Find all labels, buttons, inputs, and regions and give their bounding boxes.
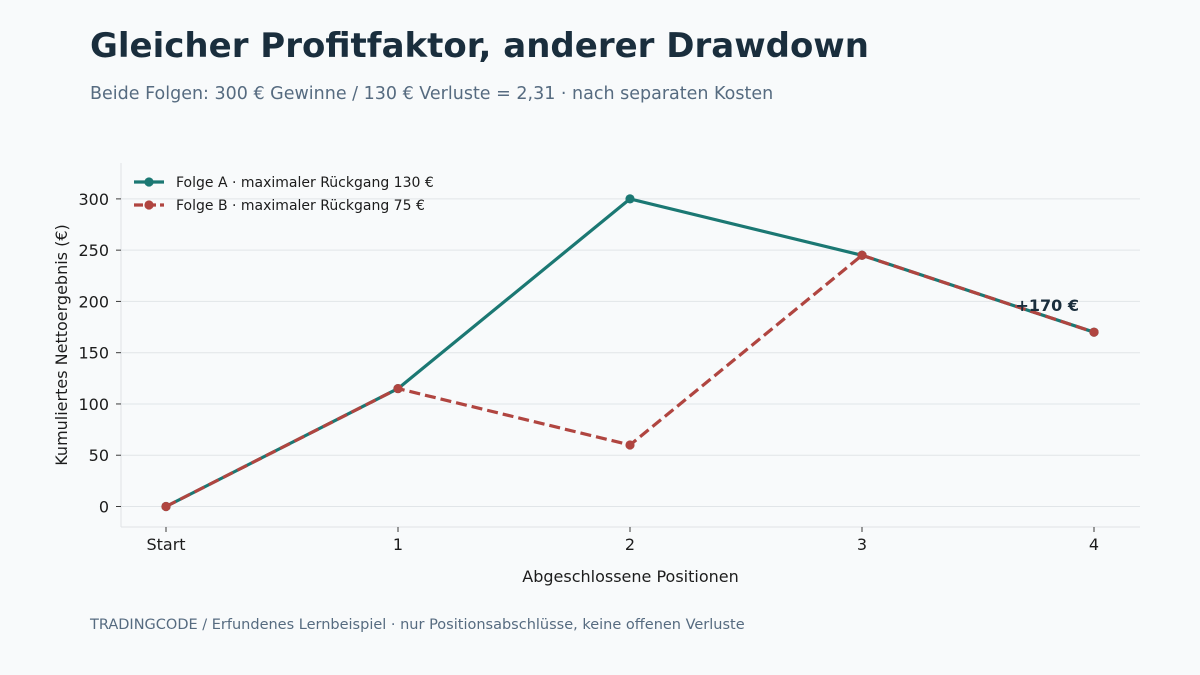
data-point-b: [1089, 327, 1099, 337]
data-point-b: [625, 440, 635, 450]
grid-lines: [121, 198, 1140, 507]
x-tick-label: 1: [393, 535, 403, 554]
y-tick-label: 100: [78, 395, 109, 414]
y-tick-label: 250: [78, 241, 109, 260]
legend-label: Folge A · maximaler Rückgang 130 €: [176, 175, 434, 191]
footer-credit: TRADINGCODE / Erfundenes Lernbeispiel · …: [90, 617, 745, 633]
x-axis-title: Abgeschlossene Positionen: [522, 567, 738, 586]
x-tick-label: 2: [625, 535, 635, 554]
series-group: [161, 194, 1099, 512]
data-point-b: [857, 250, 867, 260]
end-value-annotation: +170 €: [1015, 296, 1079, 315]
data-point-b: [393, 383, 403, 394]
y-tick-label: 200: [78, 292, 109, 311]
chart-title: Gleicher Profitfaktor, anderer Drawdown: [90, 26, 869, 66]
legend-label: Folge B · maximaler Rückgang 75 €: [176, 198, 425, 214]
y-axis-ticks: 0 50 100 150 200 250 300: [78, 190, 121, 516]
y-tick-label: 0: [99, 497, 109, 516]
x-tick-label: 4: [1089, 535, 1099, 554]
legend-swatch-marker: [144, 200, 154, 210]
x-tick-label: Start: [146, 535, 185, 554]
legend-swatch-marker: [144, 177, 154, 187]
chart-subtitle: Beide Folgen: 300 € Gewinne / 130 € Verl…: [90, 84, 774, 104]
x-axis-ticks: Start 1 2 3 4: [146, 527, 1099, 554]
data-point-a: [625, 194, 635, 204]
data-point-b: [161, 501, 171, 512]
plot-frame: [120, 163, 1140, 528]
series-line-b: [165, 253, 1095, 508]
y-tick-label: 300: [78, 190, 109, 209]
y-tick-label: 50: [89, 446, 109, 465]
legend: Folge A · maximaler Rückgang 130 € Folge …: [134, 175, 434, 214]
x-tick-label: 3: [857, 535, 867, 554]
y-tick-label: 150: [78, 344, 109, 363]
y-axis-title: Kumuliertes Nettoergebnis (€): [52, 224, 71, 466]
